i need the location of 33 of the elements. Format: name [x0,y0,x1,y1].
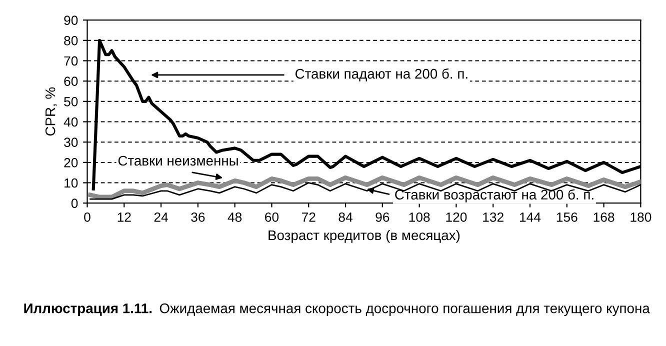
annotation: Ставки неизменны [118,156,238,166]
x-tick-label: 96 [376,212,390,222]
x-tick-label: 24 [154,212,168,222]
x-tick-label: 144 [520,212,541,222]
y-tick-label: 90 [64,16,78,25]
y-tick-label: 30 [64,138,78,147]
annotation: Ставки возрастают на 200 б. п. [395,189,594,202]
y-tick-label: 60 [64,76,78,86]
x-tick-label: 84 [338,212,352,222]
x-tick-label: 48 [228,212,242,222]
x-tick-label: 168 [594,212,614,222]
y-tick-label: 50 [64,96,78,106]
x-tick-label: 72 [302,212,316,222]
x-tick-label: 12 [118,212,131,222]
y-tick-label: 40 [64,117,78,127]
x-tick-label: 108 [409,212,430,222]
x-tick-label: 0 [84,212,90,222]
text: Иллюстрация 1.11. [24,304,152,316]
annotation: Ставки падают на 200 б. п. [295,68,468,82]
y-tick-label: 10 [64,178,78,188]
text: Ожидаемая месячная скорость досрочного погашения для текущего купона [160,303,650,316]
x-tick-label: 156 [556,212,578,222]
x-axis-title: Возраст кредитов (в месяцах) [268,230,460,243]
x-tick-label: 120 [446,212,467,222]
x-tick-label: 60 [265,212,279,222]
y-axis-title: CPR, % [45,87,57,136]
x-tick-label: 132 [483,212,504,222]
x-tick-label: 36 [191,212,205,222]
x-tick-label: 180 [630,212,652,222]
y-tick-label: 70 [64,56,78,66]
y-tick-label: 80 [64,36,78,46]
y-tick-label: 20 [64,158,78,168]
y-tick-label: 0 [71,198,78,208]
